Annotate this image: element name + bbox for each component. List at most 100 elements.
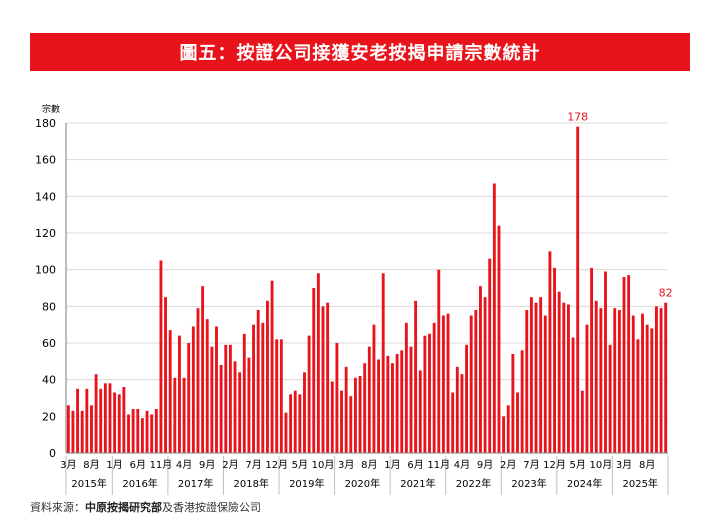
bar <box>187 343 191 453</box>
x-tick-label: 6月 <box>130 459 146 471</box>
bar <box>358 376 362 453</box>
bar <box>455 366 459 453</box>
x-tick-label: 10月 <box>312 459 335 471</box>
bar <box>567 304 570 453</box>
bar <box>270 280 274 453</box>
x-tick-label: 8月 <box>361 459 377 471</box>
source-prefix: 資料來源： <box>30 501 85 514</box>
bar <box>631 315 635 453</box>
x-tick-label: 3月 <box>60 459 76 471</box>
bar <box>131 409 135 453</box>
bar <box>372 324 376 453</box>
bar <box>492 183 496 453</box>
bar <box>636 339 640 453</box>
x-tick-label: 3月 <box>338 459 354 471</box>
bar <box>330 381 334 453</box>
y-tick-label: 100 <box>35 264 56 277</box>
y-tick-label: 60 <box>42 337 56 350</box>
x-tick-label: 11月 <box>427 459 450 471</box>
bar <box>321 306 325 453</box>
bar <box>349 396 353 453</box>
bar <box>469 315 473 453</box>
year-label: 2024年 <box>567 477 602 490</box>
year-label: 2015年 <box>71 477 106 490</box>
bar <box>316 273 320 453</box>
bar <box>261 322 265 453</box>
bar <box>446 313 450 453</box>
bar <box>164 297 167 453</box>
bar <box>400 350 404 453</box>
bar <box>293 390 297 453</box>
bar <box>432 322 436 453</box>
bar <box>219 365 223 453</box>
bar <box>423 335 427 453</box>
x-tick-label: 10月 <box>589 459 612 471</box>
bar <box>502 416 506 453</box>
bar <box>659 308 663 453</box>
bar <box>298 394 302 453</box>
bar <box>367 346 371 453</box>
chart-title: 圖五：按證公司接獲安老按揭申請宗數統計 <box>30 33 690 71</box>
bar <box>391 363 394 453</box>
bar <box>173 377 177 453</box>
bar <box>409 346 413 453</box>
y-tick-label: 40 <box>42 374 56 387</box>
bar <box>437 269 441 453</box>
bar <box>441 315 445 453</box>
bar <box>428 333 431 453</box>
bar <box>534 302 538 453</box>
bar <box>580 390 584 453</box>
bar <box>201 286 205 453</box>
bar <box>465 344 468 453</box>
bar <box>488 258 492 453</box>
bar <box>553 267 556 453</box>
bar <box>210 346 214 453</box>
bar <box>344 366 348 453</box>
y-tick-label: 0 <box>49 447 56 460</box>
bar <box>224 344 228 453</box>
bar <box>136 409 140 453</box>
x-tick-label: 9月 <box>477 459 493 471</box>
bar <box>108 383 112 453</box>
bar <box>543 315 547 453</box>
bar <box>85 388 89 453</box>
bar <box>506 405 510 453</box>
bar <box>196 308 200 453</box>
bar <box>529 297 533 453</box>
bar <box>511 354 515 453</box>
bar <box>252 324 255 453</box>
bar <box>604 271 607 453</box>
bar <box>150 414 154 453</box>
data-label: 178 <box>567 111 588 124</box>
x-tick-label: 11月 <box>150 459 173 471</box>
bar <box>238 372 242 453</box>
bar <box>418 370 422 453</box>
bar <box>99 388 103 453</box>
bar <box>497 225 501 453</box>
bar <box>562 302 566 453</box>
bar <box>516 392 519 453</box>
bar <box>608 344 612 453</box>
bar <box>182 377 186 453</box>
bar <box>303 372 306 453</box>
bar <box>103 383 107 453</box>
bar <box>66 405 70 453</box>
bar <box>122 387 126 453</box>
bar <box>275 339 279 453</box>
bar <box>571 337 575 453</box>
bar <box>242 333 246 453</box>
bar <box>599 308 603 453</box>
x-tick-label: 8月 <box>639 459 655 471</box>
bar <box>460 374 464 453</box>
bar <box>266 300 269 453</box>
bar <box>664 302 668 453</box>
bar <box>590 267 594 453</box>
bar <box>233 361 237 453</box>
year-label: 2016年 <box>122 477 157 490</box>
bar <box>247 357 251 453</box>
bar <box>386 355 390 453</box>
bar <box>90 405 93 453</box>
x-tick-label: 2月 <box>500 459 516 471</box>
bar <box>363 363 367 453</box>
